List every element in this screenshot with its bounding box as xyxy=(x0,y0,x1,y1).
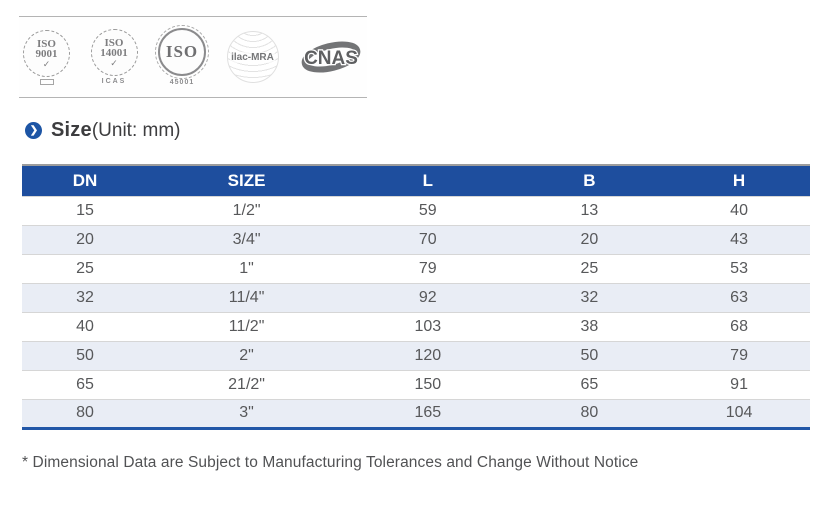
table-cell: 13 xyxy=(510,195,669,225)
column-header-b: B xyxy=(510,165,669,196)
iso-14001-seal-icon: ISO 14001 ✓ xyxy=(90,29,138,76)
table-cell: 3/4" xyxy=(148,224,346,254)
table-row: 20 3/4" 70 20 43 xyxy=(22,224,810,254)
table-cell: 53 xyxy=(668,253,810,283)
column-header-l: L xyxy=(345,165,511,196)
table-cell: 11/2" xyxy=(148,311,346,341)
table-cell: 68 xyxy=(668,311,810,341)
table-cell: 3" xyxy=(148,398,346,428)
iso-9001-badge: ISO 9001 ✓ xyxy=(23,29,70,85)
table-row: 32 11/4" 92 32 63 xyxy=(22,282,810,312)
table-row: 15 1/2" 59 13 40 xyxy=(22,195,810,225)
table-cell: 104 xyxy=(668,398,810,428)
table-cell: 70 xyxy=(345,224,511,254)
section-unit-label: (Unit: mm) xyxy=(91,120,181,141)
table-cell: 120 xyxy=(345,340,511,370)
checkmark-icon: ✓ xyxy=(42,58,51,69)
table-cell: 59 xyxy=(345,195,511,225)
table-cell: 1" xyxy=(148,253,346,283)
column-header-size: SIZE xyxy=(148,165,346,196)
cnas-badge: CNAS xyxy=(299,37,363,77)
section-title: Size xyxy=(51,119,92,141)
size-section-heading: ❯ Size (Unit: mm) xyxy=(25,119,180,142)
iso-45001-text: ISO xyxy=(165,42,199,61)
table-cell: 21/2" xyxy=(148,369,346,399)
table-cell: 50 xyxy=(22,340,149,370)
table-cell: 25 xyxy=(510,253,669,283)
icas-label: ICAS xyxy=(101,78,127,85)
cnas-logo-icon: CNAS xyxy=(301,41,361,73)
table-row: 40 11/2" 103 38 68 xyxy=(22,311,810,341)
tolerance-disclaimer: * Dimensional Data are Subject to Manufa… xyxy=(22,454,639,471)
column-header-dn: DN xyxy=(22,165,149,196)
table-cell: 38 xyxy=(510,311,669,341)
cnas-text: CNAS xyxy=(304,48,358,69)
size-table: DN SIZE L B H 15 1/2" 59 13 40 20 3/4" 70 20 43 25… xyxy=(22,164,810,430)
table-cell: 40 xyxy=(22,311,149,341)
table-header-row: DN SIZE L B H xyxy=(22,165,810,196)
table-cell: 32 xyxy=(22,282,149,312)
table-cell: 43 xyxy=(668,224,810,254)
iso-9001-text: ISO xyxy=(37,37,56,50)
table-cell: 11/4" xyxy=(148,282,346,312)
table-cell: 50 xyxy=(510,340,669,370)
table-cell: 20 xyxy=(22,224,149,254)
table-cell: 79 xyxy=(345,253,511,283)
iso-45001-badge: ISO 45001 xyxy=(155,25,209,86)
table-cell: 80 xyxy=(510,398,669,428)
table-cell: 40 xyxy=(668,195,810,225)
table-cell: 63 xyxy=(668,282,810,312)
table-cell: 103 xyxy=(345,311,511,341)
certification-strip: ISO 9001 ✓ ISO 14001 ✓ ICAS ISO 45001 il… xyxy=(19,16,367,98)
chevron-right-icon: ❯ xyxy=(25,122,42,139)
table-cell: 2" xyxy=(148,340,346,370)
iso-9001-seal-icon: ISO 9001 ✓ xyxy=(23,29,70,77)
table-row: 50 2" 120 50 79 xyxy=(22,340,810,370)
table-cell: 79 xyxy=(668,340,810,370)
table-cell: 150 xyxy=(345,369,511,399)
table-cell: 65 xyxy=(510,369,669,399)
table-cell: 65 xyxy=(22,369,149,399)
table-cell: 165 xyxy=(345,398,511,428)
iso-14001-text: ISO xyxy=(104,37,124,49)
ilac-mra-badge: ilac-MRA xyxy=(226,31,279,83)
iso-45001-seal-icon: ISO xyxy=(155,25,209,79)
table-body: 15 1/2" 59 13 40 20 3/4" 70 20 43 25 1" 79 25 53 32 11/4… xyxy=(22,195,810,428)
table-row: 25 1" 79 25 53 xyxy=(22,253,810,283)
table-cell: 32 xyxy=(510,282,669,312)
iso-45001-number: 45001 xyxy=(169,79,195,86)
table-cell: 15 xyxy=(22,195,149,225)
checkmark-icon: ✓ xyxy=(110,58,118,68)
table-cell: 1/2" xyxy=(148,195,346,225)
globe-icon: ilac-MRA xyxy=(226,31,279,83)
table-row: 65 21/2" 150 65 91 xyxy=(22,369,810,399)
table-cell: 91 xyxy=(668,369,810,399)
ilac-mra-text: ilac-MRA xyxy=(230,51,275,63)
accreditation-mark xyxy=(39,78,54,85)
table-cell: 80 xyxy=(22,398,149,428)
table-cell: 92 xyxy=(345,282,511,312)
table-cell: 25 xyxy=(22,253,149,283)
table-row: 80 3" 165 80 104 xyxy=(22,398,810,428)
iso-14001-badge: ISO 14001 ✓ ICAS xyxy=(90,29,138,85)
table-cell: 20 xyxy=(510,224,669,254)
column-header-h: H xyxy=(668,165,810,196)
